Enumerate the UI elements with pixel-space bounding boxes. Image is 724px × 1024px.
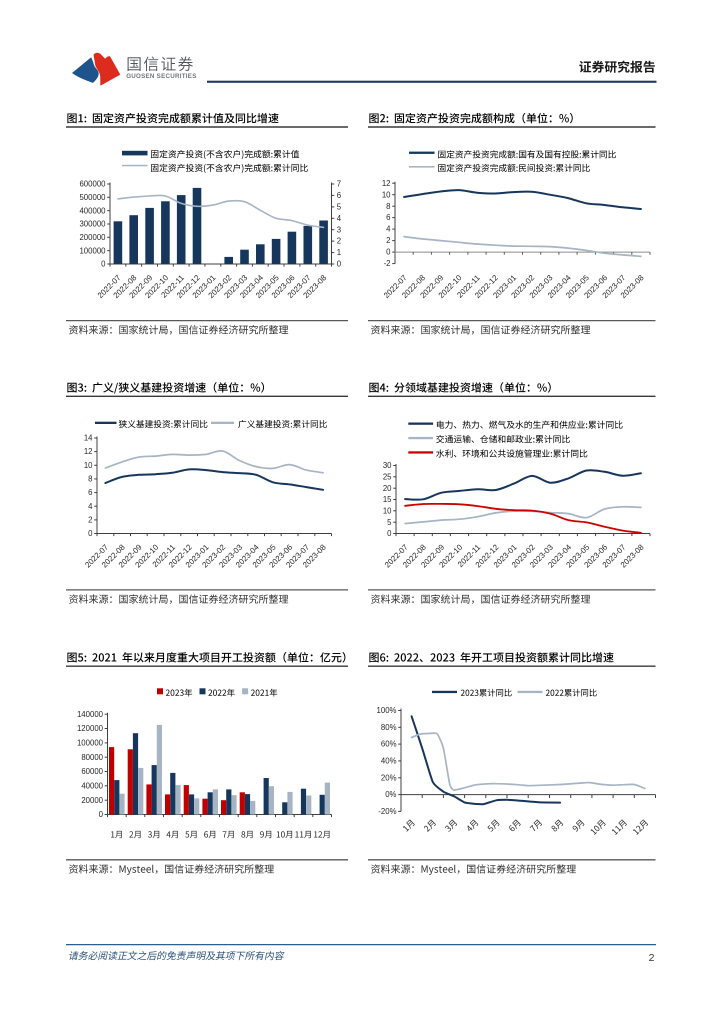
- svg-text:5: 5: [387, 518, 392, 527]
- svg-text:5: 5: [337, 203, 342, 212]
- svg-text:GUOSEN SECURITIES: GUOSEN SECURITIES: [126, 73, 196, 80]
- svg-text:0: 0: [337, 260, 342, 269]
- svg-text:100%: 100%: [377, 706, 397, 715]
- svg-text:140000: 140000: [77, 710, 104, 719]
- svg-text:10: 10: [382, 190, 391, 199]
- svg-text:4: 4: [88, 502, 93, 511]
- svg-text:6: 6: [88, 488, 92, 497]
- svg-text:10: 10: [84, 461, 93, 470]
- svg-text:600000: 600000: [79, 180, 106, 189]
- svg-text:15: 15: [383, 495, 392, 504]
- svg-text:6: 6: [386, 213, 390, 222]
- svg-text:30: 30: [383, 461, 392, 470]
- svg-text:-20%: -20%: [378, 807, 396, 816]
- svg-text:6: 6: [337, 191, 341, 200]
- svg-text:10: 10: [383, 506, 392, 515]
- svg-text:4: 4: [337, 214, 342, 223]
- svg-text:20: 20: [383, 484, 392, 493]
- svg-text:4: 4: [386, 225, 391, 234]
- svg-text:0: 0: [387, 529, 392, 538]
- svg-text:8: 8: [386, 202, 390, 211]
- svg-text:0: 0: [101, 260, 106, 269]
- svg-text:20000: 20000: [81, 796, 103, 805]
- svg-text:14: 14: [84, 434, 93, 443]
- svg-text:0: 0: [386, 248, 391, 257]
- svg-text:80%: 80%: [381, 723, 397, 732]
- svg-text:7: 7: [337, 180, 341, 189]
- svg-text:100000: 100000: [79, 246, 106, 255]
- svg-text:200000: 200000: [79, 233, 106, 242]
- svg-text:120000: 120000: [77, 724, 104, 733]
- svg-text:100000: 100000: [77, 739, 104, 748]
- svg-text:25: 25: [383, 472, 392, 481]
- svg-text:12: 12: [382, 179, 391, 188]
- svg-text:400000: 400000: [79, 206, 106, 215]
- svg-text:12: 12: [84, 447, 93, 456]
- svg-text:20%: 20%: [381, 773, 397, 782]
- svg-text:-2: -2: [384, 259, 391, 268]
- svg-text:40%: 40%: [381, 757, 397, 766]
- svg-text:2: 2: [649, 952, 655, 964]
- svg-text:300000: 300000: [79, 220, 106, 229]
- svg-text:40000: 40000: [81, 781, 103, 790]
- svg-text:60000: 60000: [81, 767, 103, 776]
- svg-text:2: 2: [386, 236, 390, 245]
- svg-text:60%: 60%: [381, 740, 397, 749]
- svg-text:1: 1: [337, 248, 341, 257]
- svg-text:0: 0: [99, 810, 104, 819]
- svg-text:2: 2: [88, 516, 92, 525]
- svg-text:0%: 0%: [385, 790, 396, 799]
- svg-text:500000: 500000: [79, 193, 106, 202]
- svg-text:0: 0: [88, 529, 93, 538]
- svg-text:8: 8: [88, 475, 92, 484]
- svg-text:2: 2: [337, 237, 341, 246]
- svg-text:3: 3: [337, 225, 341, 234]
- svg-text:80000: 80000: [81, 753, 103, 762]
